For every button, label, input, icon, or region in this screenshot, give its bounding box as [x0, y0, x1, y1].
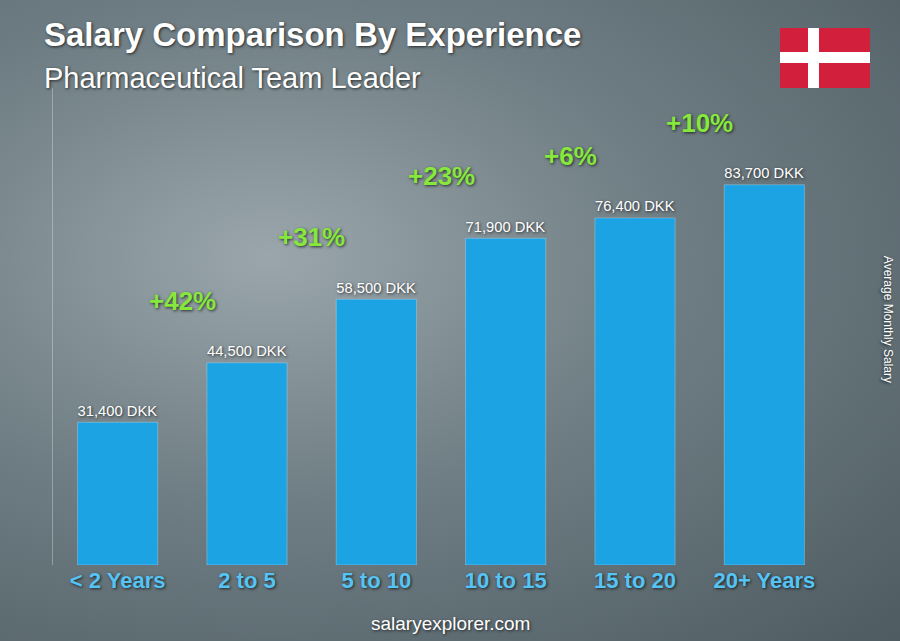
svg-text:+42%: +42% — [149, 286, 216, 316]
svg-text:10 to 15: 10 to 15 — [465, 568, 547, 593]
svg-text:+10%: +10% — [666, 108, 733, 138]
svg-text:2 to 5: 2 to 5 — [218, 568, 275, 593]
svg-text:Pharmaceutical Team Leader: Pharmaceutical Team Leader — [44, 62, 421, 94]
svg-text:71,900 DKK: 71,900 DKK — [466, 219, 546, 235]
svg-text:Average Monthly Salary: Average Monthly Salary — [881, 256, 895, 383]
svg-text:83,700 DKK: 83,700 DKK — [724, 165, 804, 181]
svg-text:5 to 10: 5 to 10 — [341, 568, 411, 593]
svg-text:20+ Years: 20+ Years — [713, 568, 815, 593]
svg-text:44,500 DKK: 44,500 DKK — [207, 343, 287, 359]
svg-text:+23%: +23% — [408, 161, 475, 191]
svg-text:31,400 DKK: 31,400 DKK — [78, 403, 158, 419]
svg-text:+6%: +6% — [544, 141, 597, 171]
svg-text:salaryexplorer.com: salaryexplorer.com — [371, 613, 530, 634]
svg-text:76,400 DKK: 76,400 DKK — [595, 198, 675, 214]
svg-text:15 to 20: 15 to 20 — [594, 568, 676, 593]
svg-text:Salary Comparison By Experienc: Salary Comparison By Experience — [44, 16, 581, 53]
svg-text:< 2 Years: < 2 Years — [70, 568, 166, 593]
svg-text:58,500 DKK: 58,500 DKK — [336, 280, 416, 296]
svg-text:+31%: +31% — [278, 222, 345, 252]
